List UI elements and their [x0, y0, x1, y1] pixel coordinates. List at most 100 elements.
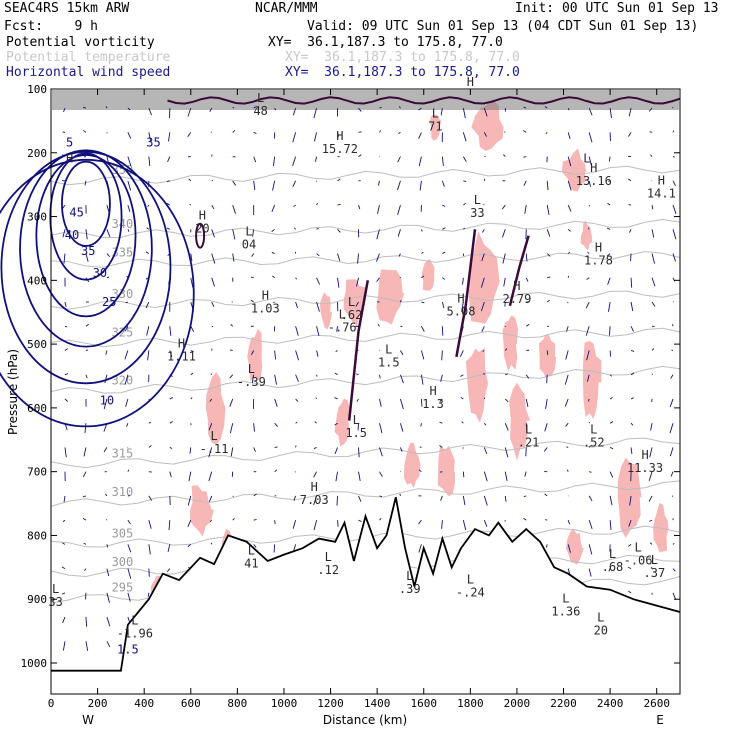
wind-vector: [420, 229, 423, 232]
wind-vector: [630, 372, 635, 376]
wind-vector: [608, 156, 611, 162]
wind-vector: [545, 398, 548, 410]
wind-vector: [630, 277, 633, 288]
wind-vector: [293, 204, 296, 207]
wind-vector: [106, 641, 111, 648]
wind-vector: [355, 373, 359, 376]
wind-vector: [504, 348, 508, 351]
wind-speed-label: 30: [93, 266, 107, 280]
wind-vector: [232, 106, 235, 109]
wind-vector: [106, 253, 110, 258]
extremum-value-label: .68: [602, 560, 624, 574]
wind-vector: [189, 203, 192, 206]
wind-vector: [251, 253, 255, 257]
wind-vector: [188, 471, 192, 482]
plot-frame: [50, 88, 681, 695]
wind-vector: [648, 107, 653, 112]
extremum-value-label: -.11: [200, 442, 229, 456]
x-tick-label: 2200: [550, 697, 577, 710]
wind-vector: [649, 519, 653, 522]
wind-vector: [357, 253, 359, 264]
wind-vector: [585, 326, 590, 336]
wind-vector: [229, 374, 234, 379]
extremum-type-label: L: [467, 572, 474, 586]
wind-vector: [62, 641, 66, 651]
field-xy-theta: XY= 36.1,187.3 to 175.8, 77.0: [285, 50, 520, 65]
wind-vector: [589, 471, 592, 473]
terrain: [51, 496, 681, 694]
wind-vector: [481, 253, 485, 262]
wind-vector: [190, 326, 195, 333]
west-label: W: [82, 713, 94, 727]
wind-vector: [672, 130, 675, 133]
wind-vector: [334, 372, 338, 376]
wind-vector: [648, 495, 653, 502]
wind-vector: [232, 204, 236, 214]
wind-vector: [125, 398, 129, 407]
wind-vector: [253, 106, 257, 109]
wind-vector: [63, 253, 66, 264]
wind-vector: [316, 277, 320, 285]
pv-contour: [347, 280, 370, 421]
wind-vector: [356, 398, 359, 402]
extremum-value-label: .37: [644, 566, 666, 580]
wind-vector: [483, 422, 487, 426]
wind-vector: [462, 108, 466, 119]
wind-vector: [315, 397, 317, 400]
wind-vector: [358, 131, 362, 133]
wind-speed-label: 35: [146, 135, 160, 149]
x-tick-label: 200: [88, 697, 108, 710]
wind-vector: [400, 299, 402, 303]
wind-vector: [211, 253, 216, 264]
wind-vector: [61, 592, 66, 595]
shading-blob: [247, 328, 263, 382]
extremum-type-label: L: [339, 308, 346, 322]
wind-vector: [544, 106, 548, 109]
extremum-value-label: 1.3: [422, 397, 444, 411]
extremum-value-label: 41: [244, 557, 258, 571]
y-tick-label: 1000: [21, 657, 48, 670]
wind-vector: [253, 544, 257, 548]
wind-vector: [545, 132, 548, 134]
wind-vector: [546, 299, 550, 303]
wind-vector: [502, 253, 506, 264]
wind-vector: [442, 251, 446, 254]
wind-vector: [672, 277, 676, 282]
shading-blob: [502, 315, 519, 372]
wind-vector: [274, 398, 278, 407]
wind-vector: [190, 372, 194, 376]
wind-vector: [609, 397, 613, 400]
wind-vector: [337, 277, 340, 288]
theta-contour-label: 300: [112, 555, 134, 569]
wind-vector: [210, 373, 213, 376]
wind-vector: [543, 447, 548, 452]
wind-vector: [669, 398, 674, 408]
shading-blob: [509, 382, 531, 461]
wind-vector: [148, 445, 152, 448]
wind-vector: [565, 350, 569, 360]
extremum-value-label: -.06: [624, 553, 653, 567]
x-tick-label: 1200: [317, 697, 344, 710]
wind-vector: [250, 350, 255, 356]
wind-vector: [166, 202, 171, 206]
x-tick-label: 2400: [597, 697, 624, 710]
wind-vector: [481, 326, 485, 332]
field-name-theta: Potential temperature: [6, 50, 171, 65]
wind-vector: [607, 277, 611, 285]
wind-vector: [525, 323, 530, 327]
wind-vector: [442, 227, 446, 230]
wind-vector: [232, 518, 235, 521]
wind-vector: [523, 180, 527, 186]
wind-vector: [336, 495, 338, 506]
wind-vector: [400, 374, 404, 384]
wind-vector: [293, 495, 297, 501]
wind-vector: [337, 253, 341, 262]
extremum-type-label: H: [513, 279, 520, 293]
wind-vector: [62, 519, 66, 523]
extremum-type-label: H: [178, 336, 185, 350]
wind-vector: [148, 398, 151, 402]
wind-vector: [85, 229, 88, 240]
wind-vector: [588, 156, 592, 166]
wind-vector: [376, 277, 380, 282]
